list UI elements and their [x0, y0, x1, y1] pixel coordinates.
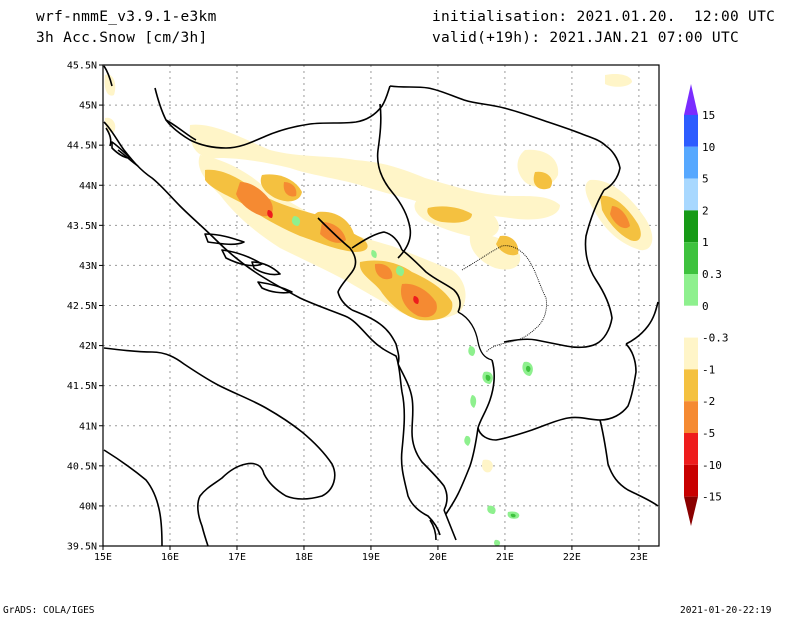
y-tick-label: 39.5N [67, 542, 97, 553]
x-tick-label: 16E [161, 552, 179, 563]
y-tick-label: 43N [79, 261, 97, 272]
y-tick-label: 44N [79, 181, 97, 192]
y-tick-label: 40.5N [67, 461, 97, 472]
y-tick-label: 42.5N [67, 301, 97, 312]
axis-labels: 15E 16E 17E 18E 19E 20E 21E 22E 23E 45.5N 45N 44.5N… [67, 61, 648, 564]
x-tick-label: 20E [429, 552, 447, 563]
model-name: wrf-nmmE_v3.9.1-e3km [36, 9, 217, 25]
x-tick-label: 21E [496, 552, 514, 563]
x-tick-label: 19E [362, 552, 380, 563]
x-tick-label: 17E [228, 552, 246, 563]
x-tick-label: 23E [630, 552, 648, 563]
coastlines-borders [103, 65, 659, 546]
snow-shading [104, 73, 653, 546]
field-name: 3h Acc.Snow [cm/3h] [36, 30, 208, 46]
y-tick-label: 41N [79, 421, 97, 432]
footer-timestamp: 2021-01-20-22:19 [680, 605, 772, 616]
x-tick-label: 18E [295, 552, 313, 563]
y-tick-label: 45N [79, 101, 97, 112]
footer-credit: GrADS: COLA/IGES [3, 605, 95, 616]
y-tick-label: 42N [79, 341, 97, 352]
y-tick-label: 40N [79, 501, 97, 512]
axis-ticks [99, 64, 640, 550]
x-tick-label: 22E [563, 552, 581, 563]
y-tick-label: 41.5N [67, 381, 97, 392]
valid-time: valid(+19h): 2021.JAN.21 07:00 UTC [432, 30, 740, 46]
y-tick-label: 44.5N [67, 141, 97, 152]
init-time: initialisation: 2021.01.20. 12:00 UTC [432, 9, 776, 25]
y-tick-label: 45.5N [67, 61, 97, 72]
x-tick-label: 15E [94, 552, 112, 563]
y-tick-label: 43.5N [67, 221, 97, 232]
